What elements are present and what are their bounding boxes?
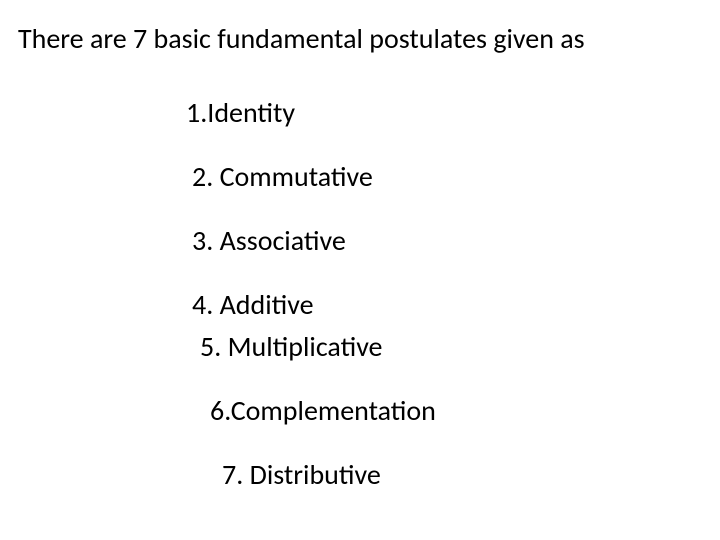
postulate-item-1: 1.Identity — [186, 96, 295, 130]
postulate-item-6: 6.Complementation — [210, 394, 436, 428]
slide-heading: There are 7 basic fundamental postulates… — [18, 22, 585, 56]
postulate-item-4: 4. Additive — [192, 288, 314, 322]
postulate-item-5: 5. Multiplicative — [200, 330, 383, 364]
postulate-item-7: 7. Distributive — [222, 458, 381, 492]
postulate-item-2: 2. Commutative — [192, 160, 373, 194]
slide: There are 7 basic fundamental postulates… — [0, 0, 720, 540]
postulate-item-3: 3. Associative — [192, 224, 346, 258]
